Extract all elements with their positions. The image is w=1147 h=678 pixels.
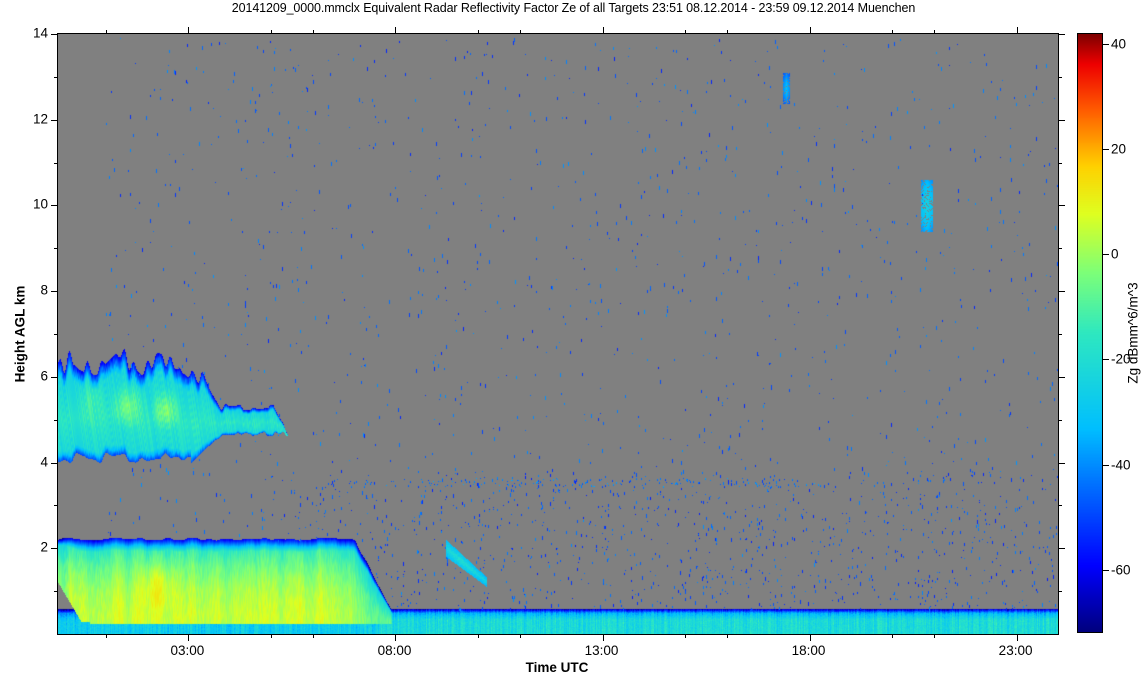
y-axis-tick bbox=[51, 462, 58, 464]
colorbar-gradient bbox=[1077, 33, 1103, 633]
colorbar-label: Zg dBmm^6/m^3 bbox=[1125, 282, 1141, 384]
x-axis-minor-tick bbox=[726, 634, 728, 638]
y-axis-minor-tick bbox=[1058, 248, 1062, 250]
y-axis-minor-tick bbox=[1058, 162, 1062, 164]
y-axis-label: Height AGL km bbox=[12, 285, 28, 383]
y-axis-minor-tick bbox=[54, 505, 58, 507]
colorbar-tick-label: -20 bbox=[1111, 351, 1131, 367]
x-axis-minor-tick-top bbox=[312, 30, 314, 34]
y-axis-tick bbox=[51, 291, 58, 293]
x-axis-minor-tick-top bbox=[933, 30, 935, 34]
x-axis-tick bbox=[188, 634, 190, 641]
colorbar: 40 20 0 -20 -40 -60 bbox=[1077, 33, 1131, 633]
page-title: 20141209_0000.mmclx Equivalent Radar Ref… bbox=[231, 1, 916, 15]
x-axis-minor-tick bbox=[478, 634, 480, 638]
y-axis-minor-tick bbox=[54, 162, 58, 164]
y-axis-tick bbox=[1058, 462, 1065, 464]
x-axis-minor-tick bbox=[105, 634, 107, 638]
x-axis-minor-tick-top bbox=[271, 30, 273, 34]
colorbar-tick-label: -60 bbox=[1111, 562, 1131, 578]
y-axis-tick bbox=[1058, 119, 1065, 121]
y-axis-tick bbox=[1058, 205, 1065, 207]
x-axis-minor-tick-top bbox=[519, 30, 521, 34]
x-axis-minor-tick-top bbox=[105, 30, 107, 34]
x-axis-tick-top bbox=[1016, 27, 1018, 34]
reflectivity-heatmap bbox=[58, 34, 1058, 634]
x-axis-tick-top bbox=[395, 27, 397, 34]
y-axis-minor-tick bbox=[54, 591, 58, 593]
y-axis-minor-tick bbox=[1058, 505, 1062, 507]
y-axis-tick-label: 14 bbox=[32, 25, 48, 41]
colorbar-tick bbox=[1103, 254, 1109, 256]
x-axis-tick-top bbox=[188, 27, 190, 34]
y-axis-tick bbox=[1058, 548, 1065, 550]
x-axis-minor-tick-top bbox=[478, 30, 480, 34]
x-axis-tick-label: 08:00 bbox=[377, 643, 412, 658]
y-axis-minor-tick bbox=[1058, 76, 1062, 78]
x-axis-minor-tick bbox=[312, 634, 314, 638]
y-axis-tick-label: 10 bbox=[32, 196, 48, 212]
y-axis-minor-tick bbox=[54, 76, 58, 78]
plot-area: Height AGL km bbox=[13, 27, 1065, 641]
x-axis-minor-tick bbox=[933, 634, 935, 638]
x-axis-minor-tick bbox=[892, 634, 894, 638]
y-axis-minor-tick bbox=[1058, 334, 1062, 335]
y-axis-tick-label: 6 bbox=[40, 368, 48, 384]
colorbar-tick bbox=[1103, 569, 1109, 571]
y-axis-tick bbox=[1058, 34, 1065, 35]
y-axis-minor-tick bbox=[54, 248, 58, 250]
colorbar-tick-label: 40 bbox=[1111, 36, 1127, 52]
x-axis-tick bbox=[602, 634, 604, 641]
y-axis-tick bbox=[51, 119, 58, 121]
y-axis-tick bbox=[51, 34, 58, 35]
x-axis-tick-label: 18:00 bbox=[791, 643, 826, 658]
y-axis-tick-label: 2 bbox=[40, 539, 48, 555]
y-axis-minor-tick bbox=[54, 334, 58, 335]
y-axis-tick-label: 8 bbox=[40, 282, 48, 298]
y-axis-tick-label: 12 bbox=[32, 111, 48, 127]
x-axis-tick bbox=[809, 634, 811, 641]
colorbar-tick-label: -40 bbox=[1111, 457, 1131, 473]
x-axis-minor-tick bbox=[519, 634, 521, 638]
x-axis-minor-tick-top bbox=[726, 30, 728, 34]
colorbar-tick bbox=[1103, 464, 1109, 466]
colorbar-tick bbox=[1103, 148, 1109, 150]
x-axis-tick-top bbox=[809, 27, 811, 34]
colorbar-tick bbox=[1103, 359, 1109, 361]
x-axis-minor-tick bbox=[271, 634, 273, 638]
x-axis-tick-top bbox=[602, 27, 604, 34]
y-axis-tick bbox=[1058, 376, 1065, 378]
y-axis-tick bbox=[51, 205, 58, 207]
x-axis-tick bbox=[395, 634, 397, 641]
y-axis-minor-tick bbox=[54, 419, 58, 421]
y-axis-tick bbox=[51, 376, 58, 378]
y-axis-tick bbox=[51, 548, 58, 550]
colorbar-tick-label: 20 bbox=[1111, 141, 1127, 157]
x-axis-minor-tick bbox=[685, 634, 687, 638]
x-axis-minor-tick-top bbox=[892, 30, 894, 34]
x-axis-minor-tick-top bbox=[685, 30, 687, 34]
x-axis-tick-label: 13:00 bbox=[584, 643, 619, 658]
y-axis-minor-tick bbox=[1058, 419, 1062, 421]
y-axis-tick-label: 4 bbox=[40, 454, 48, 470]
colorbar-tick bbox=[1103, 43, 1109, 45]
colorbar-tick-label: 0 bbox=[1111, 246, 1119, 262]
y-axis-tick bbox=[1058, 291, 1065, 293]
x-axis-tick-label: 23:00 bbox=[998, 643, 1033, 658]
x-axis-tick-label: 03:00 bbox=[170, 643, 205, 658]
x-axis-tick bbox=[1016, 634, 1018, 641]
y-axis-minor-tick bbox=[1058, 591, 1062, 593]
x-axis-label: Time UTC bbox=[525, 660, 589, 675]
